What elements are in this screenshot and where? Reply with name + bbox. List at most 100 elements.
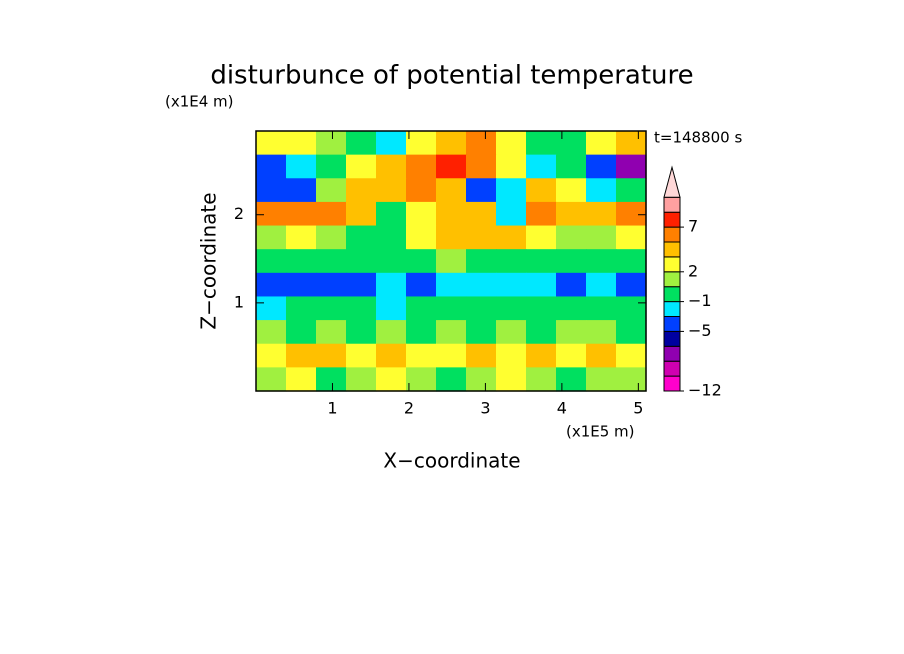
field-cell bbox=[406, 296, 437, 321]
field-cell bbox=[586, 225, 617, 250]
field-cell bbox=[556, 272, 587, 298]
field-cell bbox=[346, 178, 377, 203]
field-cell bbox=[316, 225, 347, 250]
field-cell bbox=[346, 367, 377, 392]
field-cell bbox=[556, 296, 587, 321]
colorbar-box bbox=[663, 375, 681, 392]
field-cell bbox=[316, 320, 347, 345]
field-cell bbox=[436, 201, 467, 227]
colorbar-box bbox=[663, 316, 681, 332]
colorbar-box bbox=[663, 226, 681, 243]
field-cell bbox=[406, 320, 437, 345]
field-cell bbox=[436, 343, 467, 368]
colorbar-tick-label: −12 bbox=[688, 381, 722, 400]
field-cell bbox=[526, 272, 557, 298]
field-cell bbox=[526, 201, 557, 227]
field-cell bbox=[406, 225, 437, 250]
colorbar-box bbox=[663, 211, 681, 228]
field-cell bbox=[436, 178, 467, 203]
field-cell bbox=[376, 296, 407, 321]
field-cell bbox=[256, 201, 287, 227]
field-cell bbox=[436, 249, 467, 274]
x-tick-label: 2 bbox=[404, 399, 414, 418]
field-cell bbox=[256, 154, 287, 179]
field-cell bbox=[586, 131, 617, 156]
field-cell bbox=[466, 367, 497, 392]
field-cell bbox=[586, 296, 617, 321]
field-cell bbox=[496, 178, 527, 203]
field-cell bbox=[406, 343, 437, 368]
field-cell bbox=[316, 343, 347, 368]
field-cell bbox=[616, 343, 647, 368]
field-cell bbox=[526, 320, 557, 345]
x-axis-label: X−coordinate bbox=[383, 449, 520, 473]
field-cell bbox=[316, 178, 347, 203]
field-cell bbox=[466, 249, 497, 274]
colorbar-box bbox=[663, 196, 681, 213]
field-cell bbox=[376, 178, 407, 203]
field-cell bbox=[376, 249, 407, 274]
field-cell bbox=[406, 201, 437, 227]
field-cell bbox=[436, 296, 467, 321]
field-cell bbox=[346, 296, 377, 321]
field-cell bbox=[256, 178, 287, 203]
field-cell bbox=[406, 131, 437, 156]
field-cell bbox=[586, 272, 617, 298]
field-cell bbox=[616, 249, 647, 274]
colorbar-box bbox=[663, 271, 681, 288]
field-cell bbox=[466, 154, 497, 179]
field-cell bbox=[436, 320, 467, 345]
field-cell bbox=[316, 367, 347, 392]
field-cell bbox=[436, 225, 467, 250]
y-unit: (x1E4 m) bbox=[165, 93, 234, 111]
field-cell bbox=[346, 131, 377, 156]
field-cell bbox=[256, 367, 287, 392]
field-cell bbox=[286, 154, 317, 179]
field-cell bbox=[346, 201, 377, 227]
field-cell bbox=[616, 225, 647, 250]
field-cell bbox=[346, 272, 377, 298]
field-cell bbox=[496, 296, 527, 321]
field-cell bbox=[286, 131, 317, 156]
field-cell bbox=[436, 154, 467, 179]
field-cell bbox=[496, 225, 527, 250]
colorbar-box bbox=[663, 286, 681, 303]
field-cell bbox=[286, 249, 317, 274]
time-annotation: t=148800 s bbox=[654, 129, 742, 147]
field-cell bbox=[436, 272, 467, 298]
field-cell bbox=[406, 367, 437, 392]
colorbar-box bbox=[663, 345, 681, 362]
field-cell bbox=[526, 154, 557, 179]
colorbar-box bbox=[663, 241, 681, 258]
field-cell bbox=[556, 225, 587, 250]
field-cell bbox=[316, 201, 347, 227]
field-cell bbox=[586, 249, 617, 274]
field-cell bbox=[556, 367, 587, 392]
y-tick-label: 1 bbox=[234, 292, 244, 311]
field-cell bbox=[526, 178, 557, 203]
y-tick-label: 2 bbox=[234, 204, 244, 223]
field-cell bbox=[316, 131, 347, 156]
field-cell bbox=[346, 320, 377, 345]
x-tick-label: 3 bbox=[480, 399, 490, 418]
colorbar-tick-label: 7 bbox=[688, 217, 698, 236]
field-cell bbox=[346, 154, 377, 179]
field-cell bbox=[256, 131, 287, 156]
colorbar-tick-label: −1 bbox=[688, 291, 712, 310]
field-cell bbox=[346, 343, 377, 368]
field-cell bbox=[466, 272, 497, 298]
field-cell bbox=[406, 272, 437, 298]
field-cell bbox=[496, 249, 527, 274]
field-cell bbox=[466, 320, 497, 345]
field-cell bbox=[286, 367, 317, 392]
field-cell bbox=[286, 272, 317, 298]
field-cell bbox=[406, 249, 437, 274]
field-cell bbox=[616, 272, 647, 298]
field-cell bbox=[586, 154, 617, 179]
field-cell bbox=[466, 178, 497, 203]
field-cell bbox=[526, 296, 557, 321]
field-cell bbox=[256, 249, 287, 274]
field-cell bbox=[586, 201, 617, 227]
field-cell bbox=[256, 343, 287, 368]
